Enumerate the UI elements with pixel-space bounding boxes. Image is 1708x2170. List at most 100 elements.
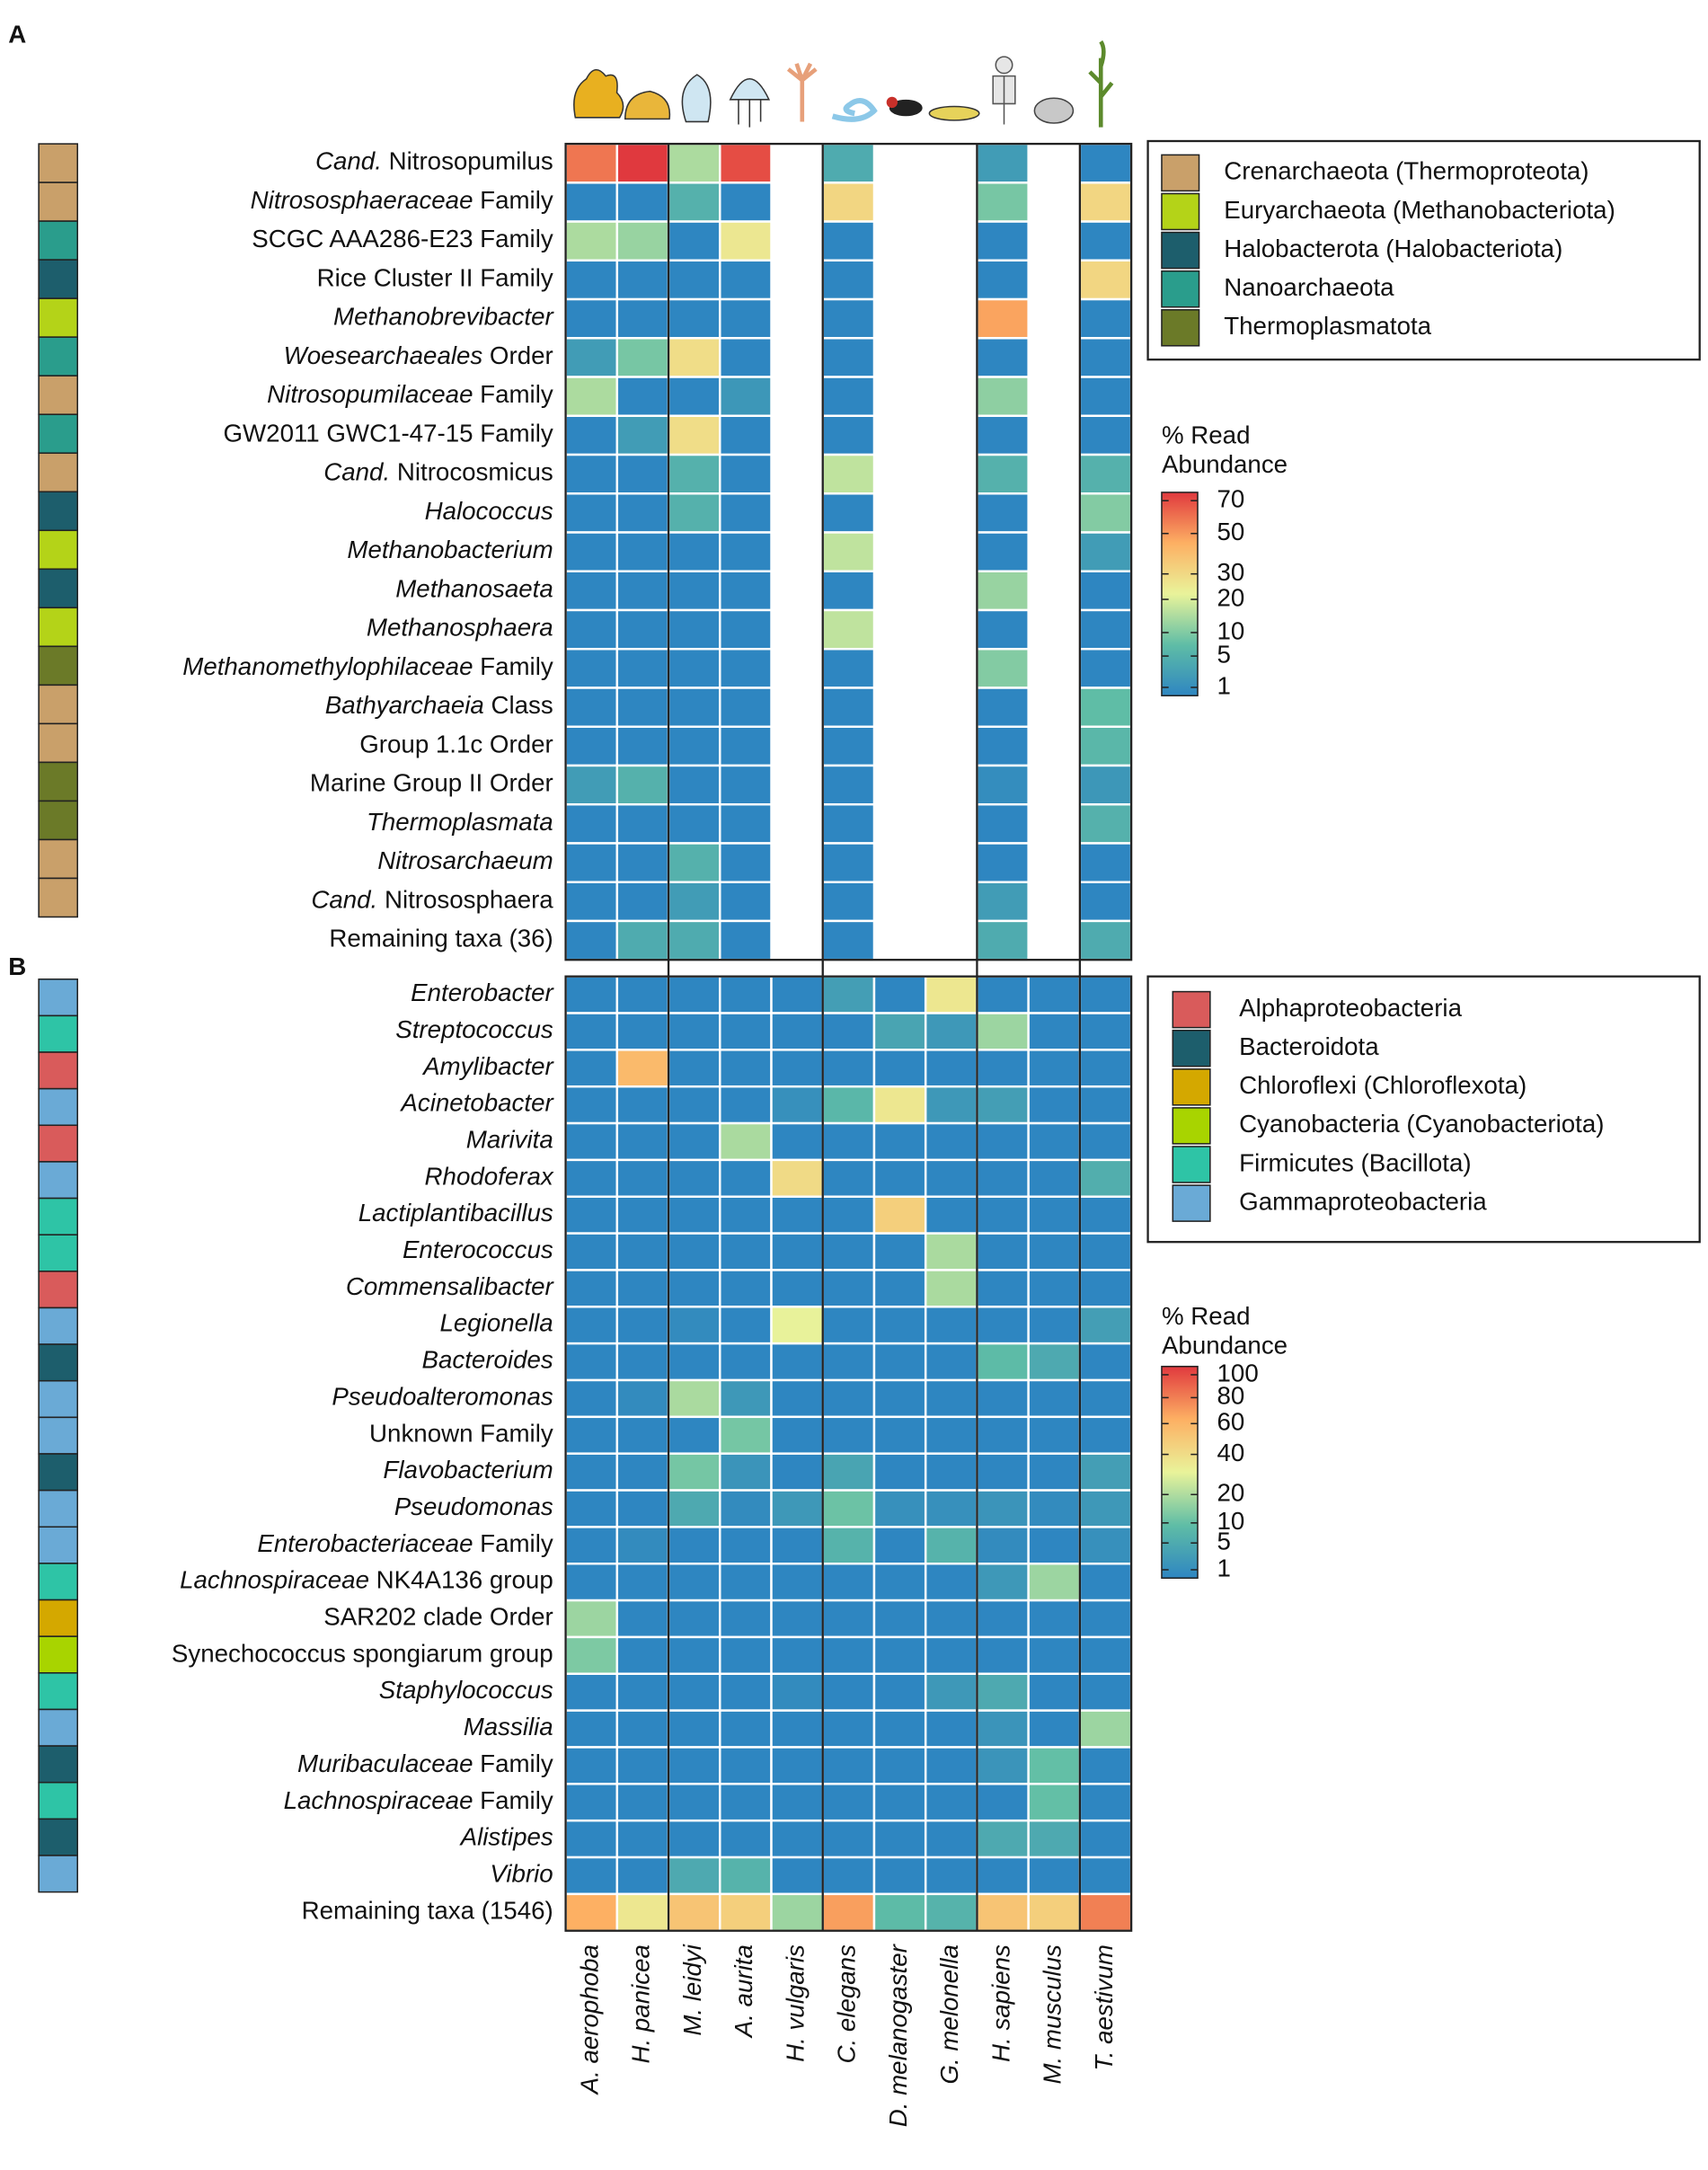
heat-cell — [564, 1306, 619, 1345]
row-label-part: Nitrosopumilus — [389, 147, 553, 175]
heat-cell — [564, 1709, 619, 1749]
heat-cell — [976, 1378, 1030, 1419]
heat-cell — [615, 1012, 670, 1051]
heat-cell — [976, 1158, 1030, 1198]
phylum-swatch — [38, 336, 79, 376]
heat-cell — [719, 1783, 773, 1822]
phylum-swatch — [38, 1599, 79, 1637]
heat-cell — [924, 1599, 978, 1639]
heat-cell — [719, 297, 773, 340]
heat-cell — [719, 1121, 773, 1162]
row-label: Lachnospiraceae Family — [284, 1786, 553, 1814]
heat-cell — [770, 1709, 824, 1749]
heat-cell — [615, 182, 670, 223]
row-label: Unknown Family — [369, 1420, 553, 1448]
heat-cell — [615, 1819, 670, 1859]
heat-cell — [821, 1783, 876, 1822]
heat-cell — [1078, 1158, 1133, 1198]
heat-cell — [976, 1452, 1030, 1492]
heat-cell — [770, 1599, 824, 1639]
heat-cell — [770, 1746, 824, 1785]
colorbar-tick-label: 10 — [1217, 616, 1245, 644]
heat-cell — [564, 842, 619, 883]
colorbar-title: Abundance — [1162, 1331, 1288, 1359]
heat-cell — [924, 1415, 978, 1455]
heat-cell — [821, 142, 876, 184]
colorbar-tick-label: 70 — [1217, 485, 1245, 513]
heat-cell — [1027, 1746, 1082, 1785]
heat-cell — [615, 531, 670, 572]
row-label-part: Thermoplasmata — [367, 808, 553, 836]
heat-cell — [872, 1012, 927, 1051]
heat-cell — [615, 764, 670, 806]
row-label: Halococcus — [425, 497, 553, 525]
panel-label: B — [8, 952, 26, 980]
heat-cell — [719, 1415, 773, 1455]
heat-cell — [821, 1232, 876, 1271]
phylum-swatch — [38, 1672, 79, 1711]
phylum-swatch — [38, 1051, 79, 1090]
heat-cell — [667, 376, 721, 418]
heat-cell — [667, 1892, 721, 1932]
row-label-part: Bathyarchaeia — [325, 691, 484, 719]
heat-cell — [976, 725, 1030, 767]
phylum-swatch — [38, 182, 79, 222]
icon-jellyfish — [729, 77, 771, 128]
row-label-part: Muribaculaceae — [297, 1749, 473, 1777]
heat-cell — [615, 220, 670, 262]
column-label: H. vulgaris — [781, 1944, 809, 2062]
heat-cell — [615, 1049, 670, 1088]
heat-cell — [1078, 570, 1133, 612]
heat-cell — [1078, 802, 1133, 845]
heat-cell — [872, 1709, 927, 1749]
row-label-part: Marivita — [466, 1126, 553, 1154]
phylum-swatch — [38, 1453, 79, 1492]
heat-cell — [719, 414, 773, 456]
colorbar-tick-label: 20 — [1217, 1479, 1245, 1507]
row-label: Methanobrevibacter — [333, 303, 554, 331]
heat-cell — [667, 297, 721, 340]
heat-cell — [976, 608, 1030, 651]
icon-fly — [889, 99, 923, 117]
phylum-swatch — [38, 375, 79, 415]
heat-cell — [667, 1195, 721, 1235]
heat-cell — [1078, 182, 1133, 223]
phylum-swatch — [38, 684, 79, 725]
heat-cell — [667, 1415, 721, 1455]
heat-cell — [1078, 1672, 1133, 1712]
row-label-part: Cand. — [315, 147, 382, 175]
heat-cell — [821, 220, 876, 262]
heat-cell — [976, 919, 1030, 961]
heat-cell — [976, 975, 1030, 1014]
heat-cell — [1078, 1085, 1133, 1125]
heat-cell — [719, 648, 773, 689]
heat-cell — [719, 1526, 773, 1565]
heat-cell — [1027, 1599, 1082, 1639]
heat-cell — [976, 259, 1030, 301]
heat-cell — [872, 1489, 927, 1528]
colorbar-title: % Read — [1162, 1302, 1251, 1330]
phylum-swatch — [38, 722, 79, 764]
heat-cell — [667, 648, 721, 689]
colorbar-tick-label: 30 — [1217, 558, 1245, 586]
heat-cell — [564, 648, 619, 689]
heat-cell — [924, 1526, 978, 1565]
heat-cell — [564, 142, 619, 184]
heat-cell — [770, 1378, 824, 1419]
heat-cell — [821, 842, 876, 883]
heat-cell — [821, 608, 876, 651]
heat-cell — [924, 1269, 978, 1308]
row-label-part: Methanomethylophilaceae — [182, 652, 473, 680]
colorbar-tick-label: 40 — [1217, 1439, 1245, 1466]
heat-cell — [564, 492, 619, 534]
heat-cell — [1078, 1746, 1133, 1785]
colorbar-tick-label: 5 — [1217, 640, 1231, 668]
row-label-part: Rice Cluster II Family — [317, 264, 553, 292]
phylum-swatch — [38, 1708, 79, 1747]
row-label: Enterobacteriaceae Family — [257, 1529, 553, 1557]
row-label: Methanobacterium — [347, 536, 553, 563]
heat-cell — [770, 1306, 824, 1345]
heat-cell — [615, 414, 670, 456]
heat-cell — [719, 1306, 773, 1345]
heat-cell — [667, 337, 721, 378]
